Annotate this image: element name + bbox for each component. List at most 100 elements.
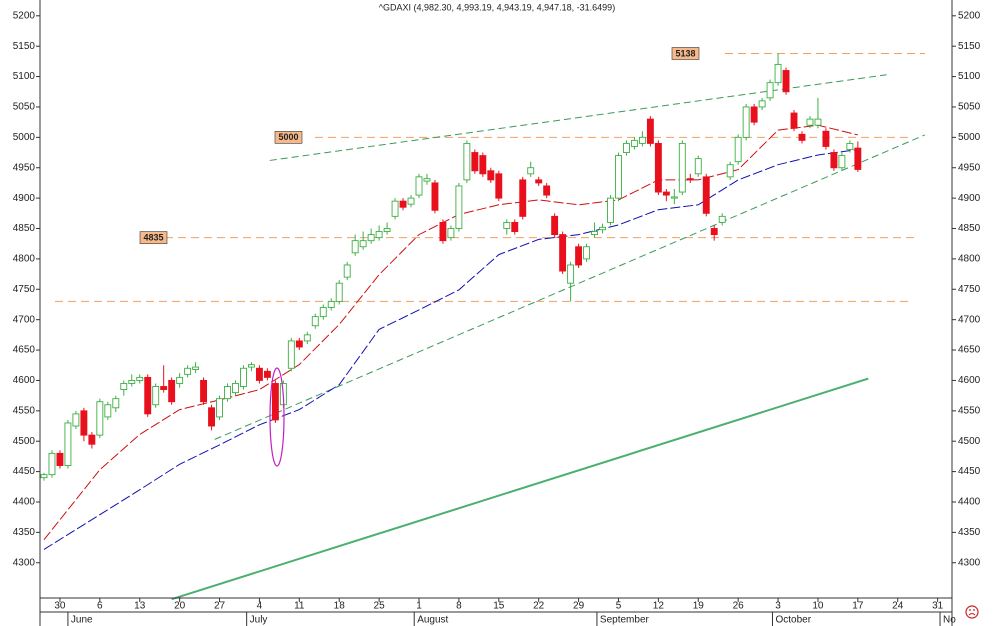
candle-body — [630, 139, 638, 147]
candle-body — [479, 155, 487, 175]
candle-body — [136, 376, 144, 381]
x-tick-label: 15 — [493, 601, 505, 612]
candle-body — [415, 176, 423, 196]
candle-body — [662, 191, 670, 196]
x-tick-label: 13 — [134, 601, 146, 612]
y-tick-label: 4750 — [13, 284, 36, 295]
candle-body — [271, 383, 279, 421]
candle-body — [80, 410, 88, 436]
level-label-box — [139, 231, 168, 244]
y2-tick-label: 5050 — [958, 102, 981, 113]
candle-body — [511, 221, 519, 232]
y2-tick-label: 4500 — [958, 436, 981, 447]
month-label: August — [417, 615, 448, 626]
month-label: June — [71, 615, 93, 626]
level-label-box — [274, 131, 303, 144]
candle-body — [782, 70, 790, 93]
candle-body — [247, 364, 255, 368]
y-tick-label: 4350 — [13, 527, 36, 538]
candle-body — [120, 383, 128, 391]
candle-body — [216, 398, 223, 418]
x-tick-label: 24 — [892, 601, 904, 612]
candle-body — [168, 379, 176, 403]
y-tick-label: 4650 — [13, 345, 36, 356]
candle-body — [391, 200, 399, 217]
candle-body — [854, 147, 862, 170]
y-tick-label: 5150 — [13, 41, 36, 52]
candle-body — [607, 197, 614, 223]
candle-body — [718, 215, 726, 223]
candle-body — [327, 300, 335, 308]
candle-body — [615, 155, 622, 199]
candle-body — [471, 152, 479, 172]
candle-body — [192, 366, 200, 370]
candle-body — [694, 158, 702, 175]
candle-body — [303, 334, 311, 342]
chart-title: ^GDAXI (4,982.30, 4,993.19, 4,943.19, 4,… — [379, 2, 615, 12]
candle-body — [686, 178, 694, 181]
candle-body — [287, 340, 295, 369]
x-tick-label: 30 — [54, 601, 66, 612]
candle-body — [184, 367, 192, 375]
candle-body — [623, 142, 630, 153]
y-tick-label: 4500 — [13, 436, 36, 447]
candle-body — [591, 231, 598, 236]
y-tick-label: 4300 — [13, 557, 36, 568]
candle-body — [431, 182, 439, 211]
y2-tick-label: 5100 — [958, 71, 981, 82]
candle-body — [559, 234, 567, 272]
candle-body — [503, 221, 511, 229]
y-tick-label: 5200 — [13, 10, 36, 21]
candle-body — [774, 63, 782, 84]
y2-tick-label: 5150 — [958, 41, 981, 52]
candle-body — [439, 221, 447, 242]
x-tick-label: 20 — [174, 601, 186, 612]
x-tick-label: 18 — [334, 601, 346, 612]
x-tick-label: 1 — [416, 601, 422, 612]
candle-body — [96, 401, 104, 436]
y-tick-label: 4900 — [13, 193, 36, 204]
candle-body — [766, 82, 774, 99]
level-label: 5000 — [278, 132, 298, 142]
candle-body — [152, 386, 160, 406]
candle-body — [455, 185, 463, 229]
x-tick-label: 22 — [533, 601, 545, 612]
x-tick-label: 17 — [852, 601, 864, 612]
month-label: September — [600, 615, 650, 626]
candle-body — [583, 246, 591, 260]
y2-tick-label: 4700 — [958, 314, 981, 325]
x-tick-label: 12 — [653, 601, 665, 612]
y-tick-label: 4950 — [13, 162, 36, 173]
x-tick-label: 4 — [257, 601, 263, 612]
candle-body — [551, 215, 559, 236]
candle-body — [527, 167, 535, 175]
candle-body — [710, 228, 718, 236]
x-tick-label: 5 — [616, 601, 622, 612]
candle-body — [208, 407, 215, 427]
candle-body — [575, 246, 583, 266]
candle-body — [160, 386, 168, 391]
trend-line — [171, 377, 869, 601]
plot: 5138 5000 4835 — [40, 47, 926, 601]
candle-body — [750, 106, 758, 123]
candle-body — [423, 178, 431, 182]
y2-tick-label: 4350 — [958, 527, 981, 538]
candle-body — [64, 422, 72, 466]
y2-tick-label: 4400 — [958, 497, 981, 508]
x-tick-label: 31 — [932, 601, 944, 612]
candle-body — [670, 196, 678, 199]
candle-body — [726, 164, 734, 178]
candle-body — [351, 240, 359, 254]
trend-line — [214, 134, 926, 440]
y-tick-label: 4700 — [13, 314, 36, 325]
level-label: 5138 — [675, 48, 695, 58]
x-tick-label: 8 — [456, 601, 462, 612]
candle-body — [535, 179, 543, 184]
candle-body — [311, 316, 319, 327]
x-tick-label: 25 — [374, 601, 386, 612]
y2-tick-label: 4550 — [958, 405, 981, 416]
candle-body — [295, 340, 303, 348]
x-tick-label: 11 — [294, 601, 305, 612]
